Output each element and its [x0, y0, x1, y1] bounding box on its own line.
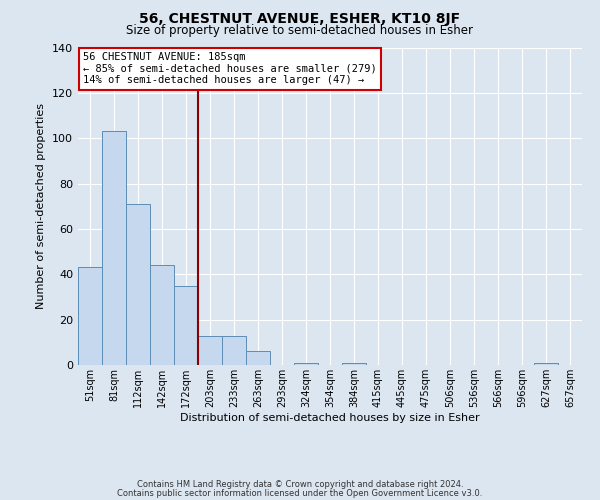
Y-axis label: Number of semi-detached properties: Number of semi-detached properties	[37, 104, 46, 309]
Bar	[78, 268, 102, 365]
Text: Contains HM Land Registry data © Crown copyright and database right 2024.: Contains HM Land Registry data © Crown c…	[137, 480, 463, 489]
Bar	[150, 265, 174, 365]
Bar	[102, 132, 126, 365]
X-axis label: Distribution of semi-detached houses by size in Esher: Distribution of semi-detached houses by …	[180, 412, 480, 422]
Text: Size of property relative to semi-detached houses in Esher: Size of property relative to semi-detach…	[127, 24, 473, 37]
Bar	[246, 352, 270, 365]
Bar	[198, 336, 222, 365]
Text: 56, CHESTNUT AVENUE, ESHER, KT10 8JF: 56, CHESTNUT AVENUE, ESHER, KT10 8JF	[139, 12, 461, 26]
Text: 56 CHESTNUT AVENUE: 185sqm
← 85% of semi-detached houses are smaller (279)
14% o: 56 CHESTNUT AVENUE: 185sqm ← 85% of semi…	[83, 52, 377, 86]
Bar	[294, 362, 318, 365]
Bar	[342, 362, 366, 365]
Text: Contains public sector information licensed under the Open Government Licence v3: Contains public sector information licen…	[118, 488, 482, 498]
Bar	[222, 336, 246, 365]
Bar	[126, 204, 150, 365]
Bar	[174, 286, 198, 365]
Bar	[534, 362, 558, 365]
